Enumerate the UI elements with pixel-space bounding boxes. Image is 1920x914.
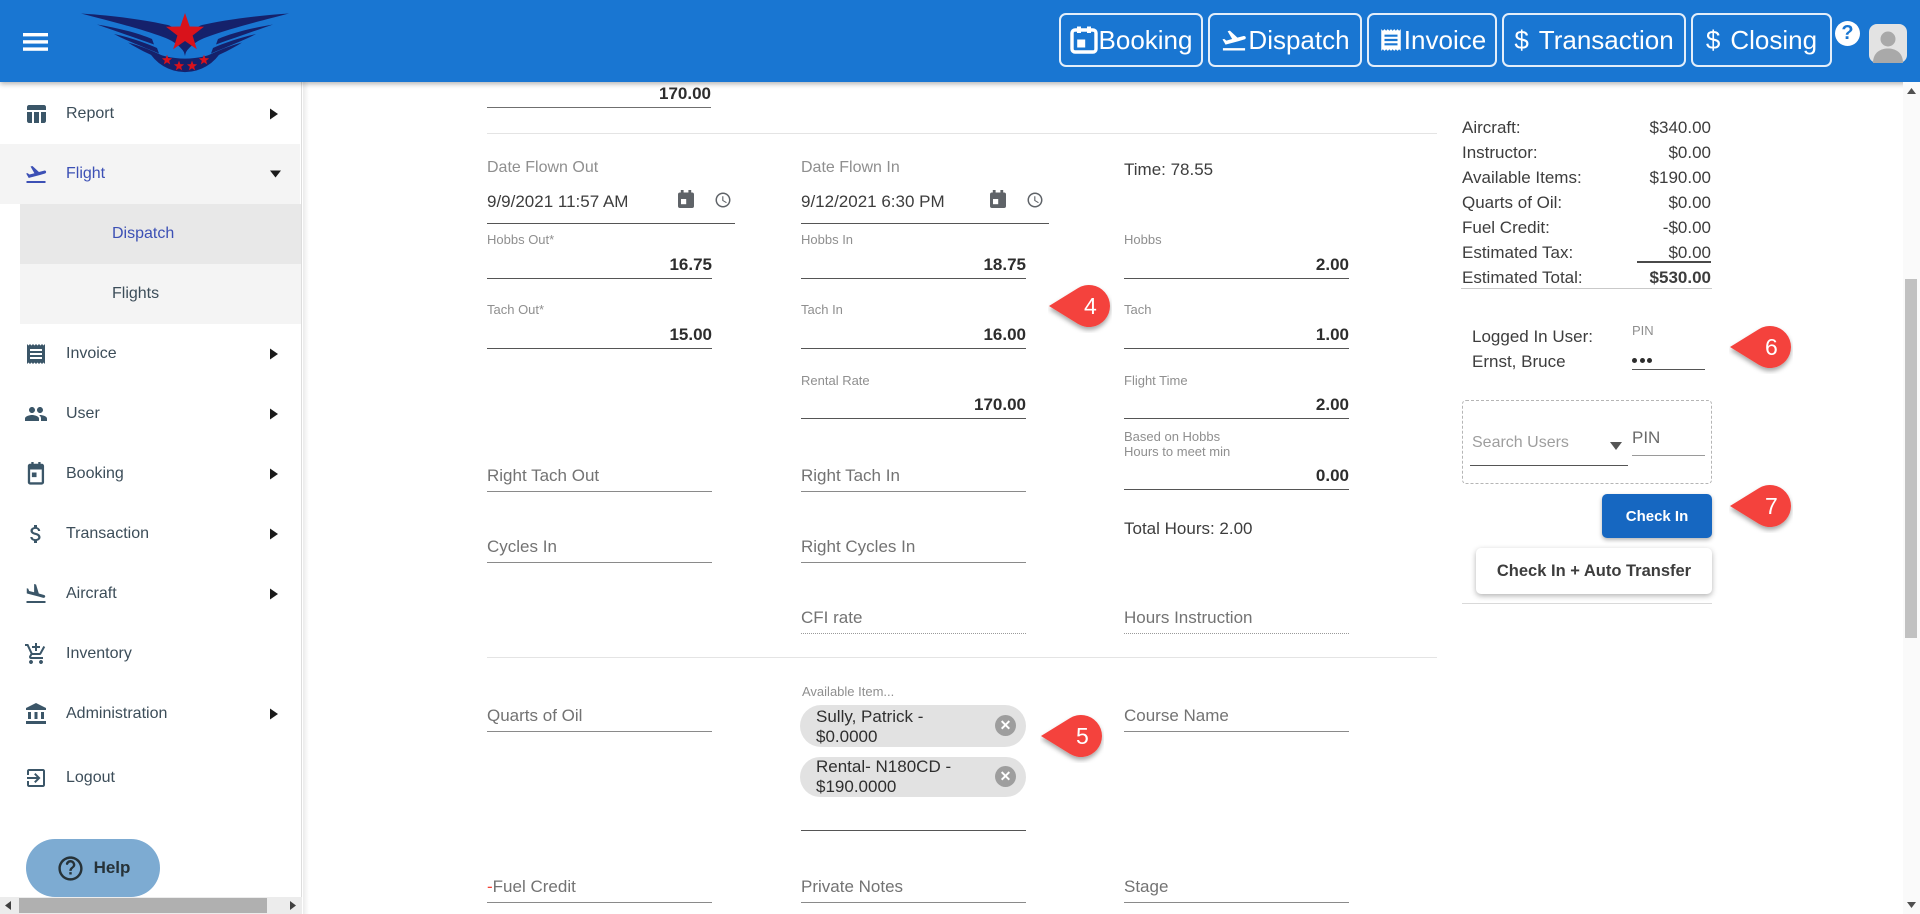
svg-text:7: 7: [1765, 493, 1778, 519]
svg-text:6: 6: [1765, 334, 1778, 360]
svg-text:5: 5: [1076, 723, 1089, 749]
svg-text:4: 4: [1084, 293, 1097, 319]
